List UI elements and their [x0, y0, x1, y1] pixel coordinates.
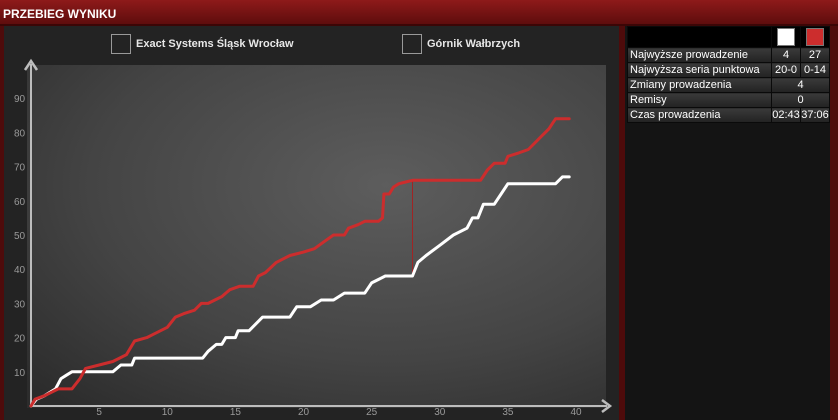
y-tick-label: 10 — [14, 368, 26, 379]
away-team-header — [800, 26, 830, 48]
x-tick-label: 30 — [434, 407, 446, 418]
legend-home-label: Exact Systems Śląsk Wrocław — [136, 38, 294, 50]
stats-header-row — [627, 26, 830, 48]
x-tick-label: 25 — [366, 407, 378, 418]
widget-title: PRZEBIEG WYNIKU — [3, 7, 117, 21]
legend-away-label: Górnik Wałbrzych — [427, 38, 521, 50]
home-team-header — [771, 26, 801, 48]
stat-home-value: 4 — [771, 47, 801, 63]
stat-shared-value: 4 — [771, 77, 830, 93]
score-flow-chart: 10 20 30 40 50 60 70 80 90 5 10 15 20 25 30 35 40 — [14, 58, 613, 418]
chart-panel: Exact Systems Śląsk Wrocław Górnik Wałbr… — [4, 26, 619, 420]
x-axis-arrow-icon — [601, 399, 613, 413]
legend-away-swatch — [402, 34, 422, 54]
stat-away-value: 37:06 — [800, 107, 830, 123]
stats-panel: Najwyższe prowadzenie 4 27 Najwyższa ser… — [625, 26, 830, 420]
away-color-swatch — [806, 28, 824, 46]
stats-row-scoring-run: Najwyższa seria punktowa 20-0 0-14 — [627, 62, 830, 78]
y-tick-label: 30 — [14, 299, 26, 310]
stat-shared-value: 0 — [771, 92, 830, 108]
stat-label: Najwyższe prowadzenie — [627, 47, 772, 63]
y-tick-label: 50 — [14, 231, 26, 242]
home-color-swatch — [777, 28, 795, 46]
stat-label: Remisy — [627, 92, 772, 108]
stats-row-biggest-lead: Najwyższe prowadzenie 4 27 — [627, 47, 830, 63]
series-line-home — [29, 175, 571, 408]
stats-table: Najwyższe prowadzenie 4 27 Najwyższa ser… — [627, 26, 830, 123]
x-tick-label: 40 — [570, 407, 582, 418]
stats-row-time-leading: Czas prowadzenia 02:43 37:06 — [627, 107, 830, 123]
legend-home-swatch — [111, 34, 131, 54]
stats-row-lead-changes: Zmiany prowadzenia 4 — [627, 77, 830, 93]
x-tick-label: 5 — [96, 407, 102, 418]
y-axis-arrow-icon — [23, 58, 39, 71]
x-tick-label: 15 — [230, 407, 242, 418]
right-border — [830, 26, 838, 420]
x-tick-label: 35 — [502, 407, 514, 418]
stat-home-value: 02:43 — [771, 107, 801, 123]
series-line-away — [29, 117, 571, 408]
stat-away-value: 0-14 — [800, 62, 830, 78]
y-tick-label: 40 — [14, 265, 26, 276]
x-tick-label: 20 — [298, 407, 310, 418]
stat-label: Najwyższa seria punktowa — [627, 62, 772, 78]
stats-row-ties: Remisy 0 — [627, 92, 830, 108]
x-tick-label: 10 — [162, 407, 174, 418]
y-tick-label: 20 — [14, 334, 26, 345]
title-bar: PRZEBIEG WYNIKU — [0, 0, 838, 26]
y-tick-label: 60 — [14, 197, 26, 208]
stat-label: Czas prowadzenia — [627, 107, 772, 123]
stat-home-value: 20-0 — [771, 62, 801, 78]
y-tick-label: 90 — [14, 94, 26, 105]
y-tick-label: 70 — [14, 163, 26, 174]
plot-area — [27, 65, 606, 408]
stat-label: Zmiany prowadzenia — [627, 77, 772, 93]
left-border — [0, 26, 4, 420]
panel-divider — [619, 26, 625, 420]
stat-away-value: 27 — [800, 47, 830, 63]
y-tick-label: 80 — [14, 128, 26, 139]
